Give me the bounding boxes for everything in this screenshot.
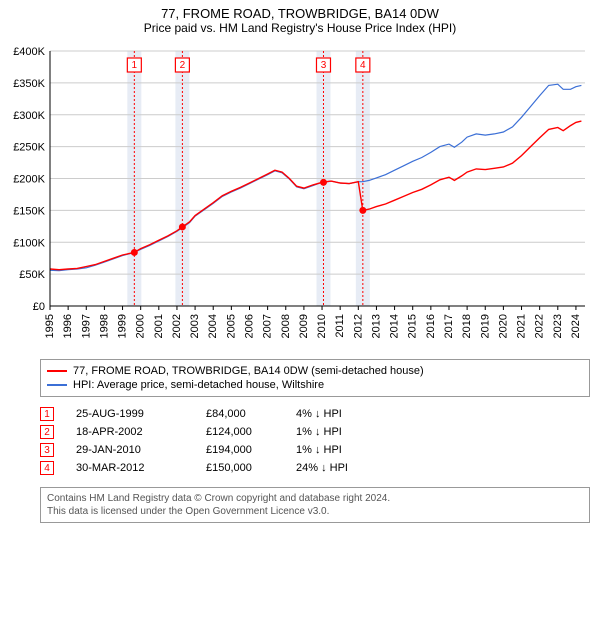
attribution-line: This data is licensed under the Open Gov…	[47, 505, 583, 518]
event-delta: 1% ↓ HPI	[296, 444, 342, 456]
svg-text:2024: 2024	[570, 314, 582, 338]
svg-text:2: 2	[180, 60, 186, 71]
event-row: 2 18-APR-2002£124,0001% ↓ HPI	[40, 423, 590, 441]
svg-text:2004: 2004	[207, 314, 219, 338]
svg-text:1998: 1998	[98, 314, 110, 338]
svg-text:2019: 2019	[479, 314, 491, 338]
chart-title: 77, FROME ROAD, TROWBRIDGE, BA14 0DW	[10, 6, 590, 21]
svg-text:2016: 2016	[425, 314, 437, 338]
event-price: £150,000	[206, 462, 296, 474]
svg-text:£300K: £300K	[13, 110, 45, 122]
svg-text:4: 4	[360, 60, 366, 71]
event-marker: 3	[40, 443, 54, 457]
event-row: 3 29-JAN-2010£194,0001% ↓ HPI	[40, 441, 590, 459]
svg-text:2005: 2005	[225, 314, 237, 338]
events-table: 125-AUG-1999£84,0004% ↓ HPI218-APR-2002£…	[40, 405, 590, 477]
svg-text:2021: 2021	[516, 314, 528, 338]
svg-text:£0: £0	[33, 301, 45, 313]
svg-text:2011: 2011	[334, 314, 346, 338]
svg-text:£100K: £100K	[13, 237, 45, 249]
svg-text:£150K: £150K	[13, 205, 45, 217]
chart-header: 77, FROME ROAD, TROWBRIDGE, BA14 0DW Pri…	[0, 0, 600, 37]
event-delta: 24% ↓ HPI	[296, 462, 348, 474]
chart-area: £0 £50K £100K £150K £200K £250K £300K £350K £400…	[10, 41, 590, 351]
svg-text:£50K: £50K	[19, 269, 45, 281]
chart-svg: £0 £50K £100K £150K £200K £250K £300K £350K £400…	[10, 41, 590, 351]
svg-text:2018: 2018	[461, 314, 473, 338]
svg-text:1997: 1997	[80, 314, 92, 338]
svg-text:2009: 2009	[298, 314, 310, 338]
svg-text:2013: 2013	[370, 314, 382, 338]
event-date: 29-JAN-2010	[76, 444, 206, 456]
svg-text:£200K: £200K	[13, 174, 45, 186]
svg-text:2022: 2022	[534, 314, 546, 338]
legend-swatch	[47, 384, 67, 386]
event-marker: 1	[40, 407, 54, 421]
attribution-line: Contains HM Land Registry data © Crown c…	[47, 492, 583, 505]
svg-text:2003: 2003	[189, 314, 201, 338]
svg-text:£400K: £400K	[13, 46, 45, 58]
legend-label: 77, FROME ROAD, TROWBRIDGE, BA14 0DW (se…	[73, 365, 424, 377]
svg-text:£350K: £350K	[13, 78, 45, 90]
event-price: £124,000	[206, 426, 296, 438]
event-delta: 1% ↓ HPI	[296, 426, 342, 438]
event-date: 25-AUG-1999	[76, 408, 206, 420]
legend-item: HPI: Average price, semi-detached house,…	[47, 378, 583, 392]
svg-text:2012: 2012	[352, 314, 364, 338]
svg-text:3: 3	[321, 60, 327, 71]
legend: 77, FROME ROAD, TROWBRIDGE, BA14 0DW (se…	[40, 359, 590, 397]
legend-label: HPI: Average price, semi-detached house,…	[73, 379, 324, 391]
svg-text:2020: 2020	[497, 314, 509, 338]
svg-text:2010: 2010	[316, 314, 328, 338]
event-price: £194,000	[206, 444, 296, 456]
svg-text:2000: 2000	[135, 314, 147, 338]
event-row: 4 30-MAR-2012£150,00024% ↓ HPI	[40, 459, 590, 477]
svg-text:2006: 2006	[243, 314, 255, 338]
svg-text:2001: 2001	[153, 314, 165, 338]
event-row: 1 25-AUG-1999£84,0004% ↓ HPI	[40, 405, 590, 423]
svg-text:2017: 2017	[443, 314, 455, 338]
svg-text:1: 1	[132, 60, 138, 71]
svg-text:2008: 2008	[280, 314, 292, 338]
svg-text:2002: 2002	[171, 314, 183, 338]
event-delta: 4% ↓ HPI	[296, 408, 342, 420]
legend-item: 77, FROME ROAD, TROWBRIDGE, BA14 0DW (se…	[47, 364, 583, 378]
svg-text:2007: 2007	[262, 314, 274, 338]
event-date: 30-MAR-2012	[76, 462, 206, 474]
event-marker: 2	[40, 425, 54, 439]
svg-text:2015: 2015	[407, 314, 419, 338]
event-marker: 4	[40, 461, 54, 475]
svg-text:1996: 1996	[62, 314, 74, 338]
svg-text:£250K: £250K	[13, 142, 45, 154]
attribution-box: Contains HM Land Registry data © Crown c…	[40, 487, 590, 523]
legend-swatch	[47, 370, 67, 372]
svg-text:1999: 1999	[117, 314, 129, 338]
svg-text:2014: 2014	[389, 314, 401, 338]
chart-subtitle: Price paid vs. HM Land Registry's House …	[10, 21, 590, 35]
event-date: 18-APR-2002	[76, 426, 206, 438]
svg-text:2023: 2023	[552, 314, 564, 338]
svg-text:1995: 1995	[44, 314, 56, 338]
event-price: £84,000	[206, 408, 296, 420]
